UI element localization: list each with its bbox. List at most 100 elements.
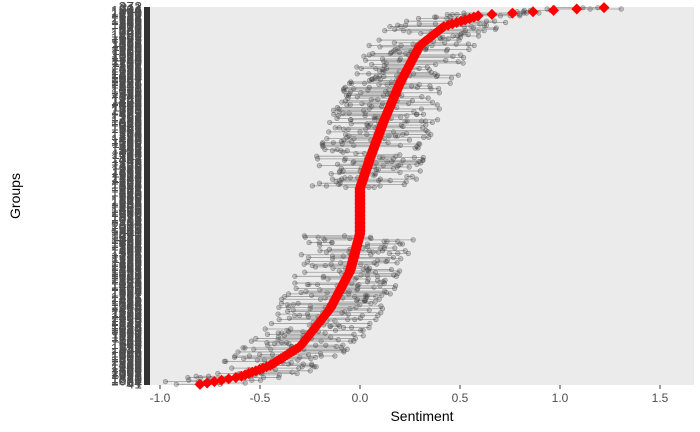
observation-point <box>403 179 409 185</box>
observation-point <box>358 327 364 333</box>
observation-point <box>416 141 422 147</box>
group-mean-marker <box>208 376 220 388</box>
observation-point <box>411 109 417 115</box>
y-tick-label: 1152 <box>112 34 142 50</box>
y-tick-label: 1860 <box>111 204 142 220</box>
observation-point <box>323 342 329 348</box>
y-axis-group-labels: 4134108712701821225992109711931567801488… <box>111 0 142 391</box>
y-tick-label: 360 <box>119 240 143 256</box>
y-tick-label: 1206 <box>111 198 142 214</box>
y-tick-label: 1895 <box>111 16 142 32</box>
observation-point <box>377 176 383 182</box>
y-tick-label: 1561 <box>111 244 142 260</box>
observation-point <box>340 342 346 348</box>
y-tick-label: 832 <box>119 100 143 116</box>
observation-point <box>328 261 334 267</box>
observation-point <box>376 296 382 302</box>
y-tick-label: 485 <box>119 105 143 121</box>
y-tick-label: 369 <box>119 158 143 174</box>
y-tick-label: 784 <box>119 273 143 289</box>
y-tick-label: 959 <box>119 189 143 205</box>
observation-point <box>295 300 301 306</box>
observation-point <box>434 72 441 78</box>
observation-point <box>276 316 282 323</box>
y-tick-label: 800 <box>119 224 143 240</box>
y-tick-label: 1935 <box>111 85 142 101</box>
observation-point <box>481 22 488 28</box>
y-tick-label: 1976 <box>111 81 142 97</box>
y-tick-label: 1746 <box>111 296 142 312</box>
observation-point <box>326 246 333 252</box>
observation-point <box>313 342 319 348</box>
x-axis-title: Sentiment <box>390 408 453 424</box>
observation-point <box>397 56 403 62</box>
y-tick-label: 653 <box>119 22 143 38</box>
y-tick-label: 1807 <box>111 225 142 241</box>
observation-point <box>493 25 499 31</box>
observation-point <box>354 64 360 70</box>
observation-point <box>316 180 323 186</box>
y-tick-label: 496 <box>119 274 143 290</box>
y-tick-label: 919 <box>119 166 143 182</box>
y-tick-label: 370 <box>119 19 143 35</box>
observation-point <box>421 134 427 140</box>
observation-point <box>402 22 409 28</box>
observation-point <box>503 19 509 26</box>
y-tick-label: 1792 <box>111 263 142 279</box>
y-tick-label: 772 <box>119 104 143 120</box>
x-tick-label: 1.5 <box>652 391 669 405</box>
y-tick-label: 605 <box>119 324 143 340</box>
observation-point <box>471 42 477 49</box>
observation-point <box>395 22 401 28</box>
y-tick-label: 44 <box>126 215 142 231</box>
y-tick-label: 1523 <box>111 304 142 320</box>
y-tick-label: 8 <box>134 217 142 233</box>
y-tick-label: 610 <box>119 207 143 223</box>
observation-point <box>173 381 179 387</box>
y-tick-label: 778 <box>119 74 143 90</box>
y-tick-label: 1000 <box>111 344 142 360</box>
y-tick-label: 238 <box>119 281 143 297</box>
observation-point <box>373 316 379 323</box>
observation-point <box>436 86 442 92</box>
observation-point <box>347 175 353 181</box>
observation-point <box>275 334 281 340</box>
observation-point <box>348 79 354 85</box>
y-tick-label: 643 <box>119 323 143 339</box>
observation-point <box>344 148 350 154</box>
y-tick-label: 1146 <box>112 329 142 345</box>
y-tick-label: 1706 <box>111 336 142 352</box>
observation-point <box>302 269 308 275</box>
y-tick-label: 1223 <box>111 252 142 268</box>
observation-point <box>426 67 432 73</box>
y-tick-label: 809 <box>119 279 143 295</box>
y-tick-label: 1671 <box>111 62 142 78</box>
y-tick-label: 1731 <box>111 57 142 73</box>
y-tick-label: 748 <box>119 186 143 202</box>
observation-point <box>282 293 288 300</box>
y-tick-label: 1759 <box>111 51 142 67</box>
y-tick-label: 1053 <box>111 117 142 133</box>
observation-point <box>331 111 337 117</box>
y-tick-label: 1452 <box>111 131 142 147</box>
observation-point <box>338 345 344 351</box>
y-tick-label: 846 <box>119 346 143 362</box>
y-tick-label: 1642 <box>111 220 142 236</box>
y-tick-label: 695 <box>119 31 143 47</box>
y-tick-label: 1488 <box>111 360 142 376</box>
y-tick-label: 26 <box>126 138 142 154</box>
observation-point <box>432 71 438 77</box>
y-tick-label: 904 <box>119 167 143 183</box>
y-tick-label: 1741 <box>111 271 142 287</box>
group-mean-marker <box>472 10 484 22</box>
observation-point <box>336 268 342 274</box>
observation-point <box>466 46 472 53</box>
observation-point <box>324 136 330 142</box>
y-tick-label: 1436 <box>111 234 142 250</box>
observation-point <box>369 61 375 67</box>
observation-point <box>235 349 241 355</box>
y-tick-label: 364 <box>119 50 143 66</box>
y-tick-label: 80 <box>126 362 142 378</box>
observation-point <box>379 56 386 62</box>
y-tick-label: 935 <box>119 41 143 57</box>
